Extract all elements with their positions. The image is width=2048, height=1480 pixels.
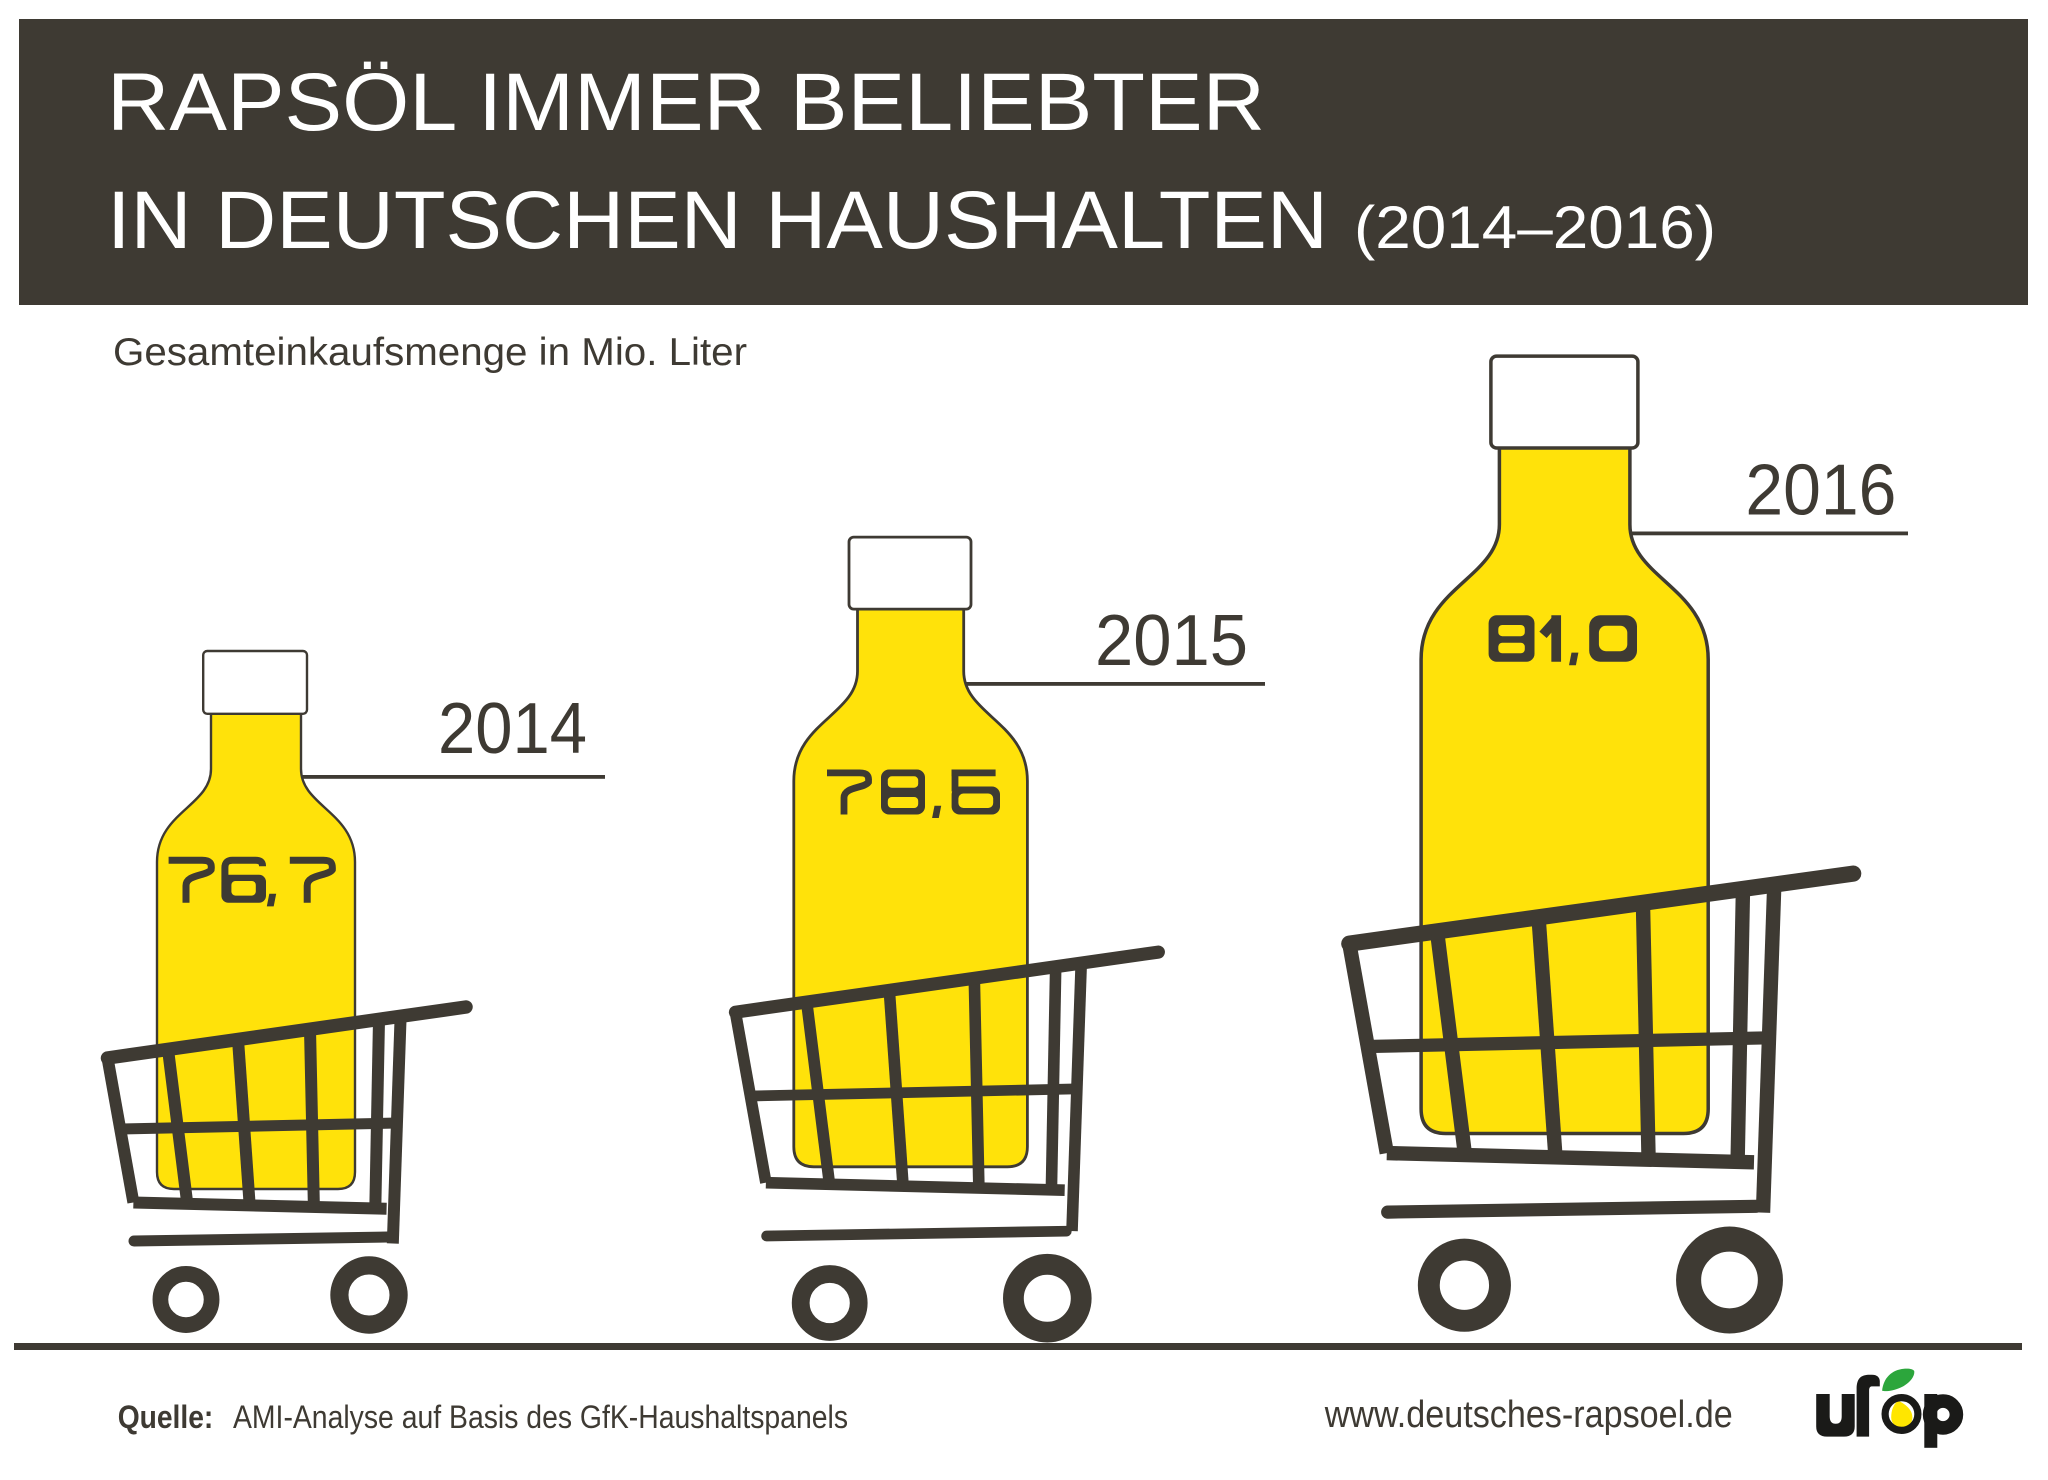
svg-text:Quelle:: Quelle:: [118, 1399, 214, 1435]
svg-text:www.deutsches-rapsoel.de: www.deutsches-rapsoel.de: [1324, 1394, 1733, 1436]
svg-text:2015: 2015: [1095, 600, 1248, 681]
svg-text:Gesamteinkaufsmenge in Mio. Li: Gesamteinkaufsmenge in Mio. Liter: [113, 331, 747, 374]
svg-text:2014: 2014: [438, 688, 587, 769]
svg-text:AMI-Analyse auf Basis des GfK-: AMI-Analyse auf Basis des GfK-Haushaltsp…: [233, 1399, 848, 1435]
svg-text:(2014–2016): (2014–2016): [1354, 194, 1716, 261]
svg-text:RAPSÖL IMMER BELIEBTER: RAPSÖL IMMER BELIEBTER: [107, 57, 1265, 148]
svg-text:IN DEUTSCHEN HAUSHALTEN: IN DEUTSCHEN HAUSHALTEN: [107, 175, 1328, 266]
svg-text:2016: 2016: [1745, 449, 1896, 530]
